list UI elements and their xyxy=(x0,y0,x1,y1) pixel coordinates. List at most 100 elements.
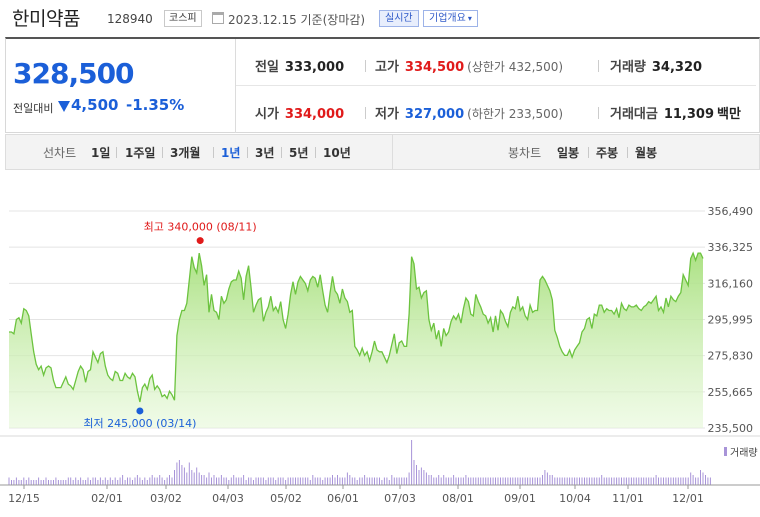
volume-bar xyxy=(307,477,309,485)
volume-bar xyxy=(176,462,178,485)
volume-bar xyxy=(396,477,398,485)
x-tick-label: 12/01 xyxy=(672,492,704,505)
volume-bar xyxy=(584,477,585,485)
volume-bar xyxy=(655,475,657,485)
volume-bar xyxy=(60,480,62,485)
volume-bar xyxy=(109,477,111,485)
volume-bar xyxy=(425,472,427,485)
volume-bar xyxy=(346,472,348,485)
volume-bar xyxy=(566,477,568,485)
volume-bar xyxy=(507,477,509,485)
volume-bar xyxy=(129,477,131,485)
volume-bar xyxy=(344,477,346,485)
volume-bar xyxy=(702,472,704,485)
volume-bar xyxy=(48,480,49,485)
volume-bar xyxy=(625,477,627,485)
volume-bar xyxy=(285,480,287,485)
volume-bar xyxy=(332,475,333,485)
period-10y[interactable]: 10년 xyxy=(323,146,351,160)
stock-name: 한미약품 xyxy=(12,8,80,30)
candle-weekly[interactable]: 주봉 xyxy=(596,146,619,160)
volume-bar xyxy=(618,477,620,485)
volume-bar xyxy=(238,477,240,485)
volume-bar xyxy=(151,475,153,485)
volume-bar xyxy=(181,465,183,485)
volume-bar xyxy=(613,477,615,485)
volume-bar xyxy=(423,470,425,485)
volume-bar xyxy=(90,480,91,485)
y-tick-label: 255,665 xyxy=(708,386,754,399)
volume-bar xyxy=(154,477,156,485)
volume-bar xyxy=(139,477,141,485)
volume-bar xyxy=(218,477,220,485)
divider xyxy=(598,107,599,119)
volume-bar xyxy=(156,477,158,485)
volume-bar xyxy=(504,477,506,485)
volume-bar xyxy=(450,477,452,485)
volume-bar xyxy=(374,477,375,485)
volume-bar xyxy=(500,477,501,485)
company-overview-button[interactable]: 기업개요 ▾ xyxy=(423,10,478,27)
period-3y[interactable]: 3년 xyxy=(255,146,275,160)
volume-bar xyxy=(211,477,212,485)
divider xyxy=(235,39,236,133)
volume-bar xyxy=(386,477,388,485)
candle-monthly[interactable]: 월봉 xyxy=(635,146,658,160)
candle-daily[interactable]: 일봉 xyxy=(557,146,580,160)
volume-bar xyxy=(640,477,642,485)
volume-bar xyxy=(272,477,274,485)
volume: 거래량 34,320 xyxy=(610,56,702,75)
low-marker xyxy=(136,407,144,415)
volume-bar xyxy=(225,477,227,485)
volume-bar xyxy=(416,465,417,485)
period-3m[interactable]: 3개월 xyxy=(170,146,201,160)
volume-bar xyxy=(591,477,593,485)
volume-bar xyxy=(408,472,410,485)
divider xyxy=(236,85,756,86)
volume-bar xyxy=(107,480,109,485)
x-tick-label: 04/03 xyxy=(212,492,244,505)
volume-bar xyxy=(127,477,128,485)
volume-bar xyxy=(67,477,69,485)
realtime-button[interactable]: 실시간 xyxy=(379,10,419,27)
volume-bar xyxy=(509,477,511,485)
x-tick-label: 05/02 xyxy=(270,492,302,505)
divider xyxy=(315,147,316,158)
volume-bar xyxy=(208,472,210,485)
volume-bar xyxy=(443,475,445,485)
volume-bar xyxy=(470,477,472,485)
volume-bar xyxy=(586,477,588,485)
x-tick-label: 09/01 xyxy=(504,492,536,505)
volume-bar xyxy=(75,477,77,485)
volume-bar xyxy=(166,477,168,485)
volume-bar xyxy=(235,477,237,485)
prev-close-value: 333,000 xyxy=(284,60,345,75)
volume-bar xyxy=(13,480,15,485)
volume-bar xyxy=(144,477,146,485)
volume-bar xyxy=(243,475,245,485)
period-1d[interactable]: 1일 xyxy=(91,146,111,160)
volume-bar xyxy=(193,472,195,485)
volume-bar xyxy=(337,475,338,485)
volume-bar xyxy=(398,477,400,485)
volume-bar xyxy=(43,480,45,485)
volume-bar xyxy=(490,477,492,485)
volume-bar xyxy=(411,440,413,485)
volume-bar xyxy=(257,477,259,485)
y-tick-label: 356,490 xyxy=(708,205,754,218)
volume-bar xyxy=(643,477,645,485)
period-1y[interactable]: 1년 xyxy=(221,146,241,160)
volume-bar xyxy=(440,477,442,485)
volume-bar xyxy=(270,477,272,485)
volume-bar xyxy=(492,477,494,485)
volume-bar xyxy=(667,477,669,485)
period-5y[interactable]: 5년 xyxy=(289,146,309,160)
volume-bar xyxy=(359,477,361,485)
high-annotation: 최고 340,000 (08/11) xyxy=(144,221,257,234)
price-chart[interactable]: 356,490 336,325 316,160 295,995 275,830 255,6… xyxy=(0,196,760,517)
volume-bar xyxy=(299,477,301,485)
volume-bar xyxy=(364,475,366,485)
change-amount: 4,500 xyxy=(71,96,119,114)
volume-bar xyxy=(223,477,225,485)
period-1w[interactable]: 1주일 xyxy=(125,146,156,160)
